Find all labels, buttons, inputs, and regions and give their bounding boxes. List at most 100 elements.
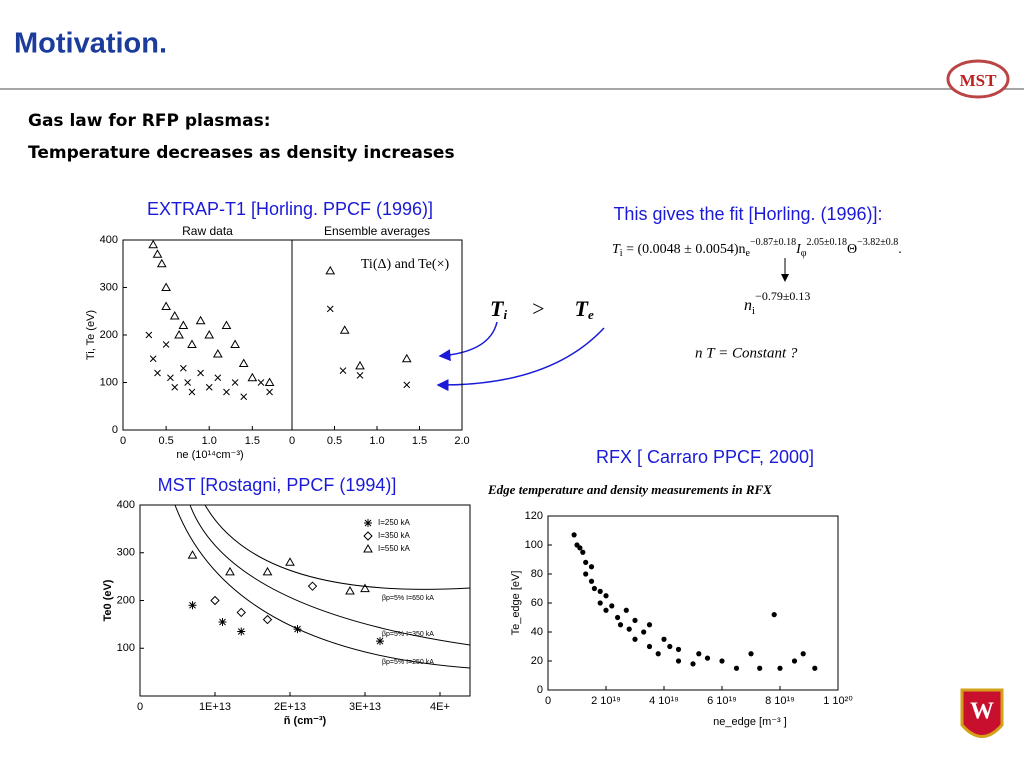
point: [690, 661, 696, 667]
point: [240, 393, 248, 401]
caption: MST [Rostagni, PPCF (1994)]: [158, 475, 397, 495]
point: [615, 614, 621, 621]
inequality: Ti > Te: [490, 296, 594, 322]
uw-crest: [960, 688, 1004, 738]
x-tick-label: 1.0: [369, 435, 384, 447]
point: [591, 585, 598, 592]
legend-marker: [363, 531, 373, 541]
y-tick-label: 20: [531, 655, 543, 667]
point: [777, 665, 783, 671]
point: [195, 315, 206, 325]
y-tick-label: 100: [117, 642, 135, 654]
point: [583, 571, 589, 577]
y-tick-label: 400: [117, 499, 135, 511]
x-tick-label: 1.5: [245, 435, 260, 447]
point: [401, 353, 412, 363]
y-tick-label: 40: [531, 626, 543, 638]
point: [152, 249, 163, 258]
legend-label: I=250 kA: [378, 518, 410, 527]
point: [148, 239, 159, 249]
point: [197, 369, 204, 377]
point: [771, 612, 777, 618]
point: [597, 600, 603, 606]
point: [675, 646, 682, 653]
fit-equation: Ti = (0.0048 ± 0.0054)ne−0.87±0.18Iφ2.05…: [612, 237, 902, 259]
point: [733, 665, 740, 671]
x-tick-label: 1.5: [412, 435, 427, 447]
point: [188, 601, 197, 610]
point: [641, 629, 647, 635]
point: [339, 325, 350, 334]
point: [326, 305, 334, 313]
mst-logo: [946, 59, 1010, 99]
y-tick-label: 0: [112, 424, 118, 436]
legend-marker: [363, 543, 373, 553]
point: [646, 622, 653, 628]
point: [632, 636, 638, 642]
point: [225, 566, 235, 576]
y-axis-label: Te_edge [eV]: [510, 571, 522, 636]
point: [169, 310, 180, 320]
point: [187, 550, 198, 559]
chart-title: Edge temperature and density measurement…: [487, 482, 772, 497]
model-curve: [189, 504, 471, 646]
point: [655, 651, 661, 657]
point: [571, 532, 577, 538]
y-tick-label: 200: [117, 594, 135, 606]
point: [646, 643, 653, 650]
point: [719, 658, 725, 664]
point: [675, 658, 682, 664]
ti-arrow: [438, 321, 498, 362]
point: [262, 566, 273, 576]
chart-title: Raw data: [182, 224, 233, 238]
point: [307, 581, 318, 591]
crest-text: W: [970, 699, 994, 725]
point: [167, 374, 174, 382]
point: [218, 617, 227, 626]
point: [661, 636, 667, 642]
point: [188, 388, 196, 396]
point: [626, 626, 632, 632]
x-axis-label: ne_edge [m⁻³ ]: [713, 716, 787, 728]
gas-law: n T = Constant ?: [695, 345, 798, 361]
te-arrow: [436, 327, 605, 392]
x-axis-label: ñ (cm⁻³): [284, 715, 327, 727]
x-tick-label: 2E+13: [274, 701, 306, 713]
point: [184, 379, 192, 386]
y-tick-label: 100: [100, 376, 118, 388]
x-tick-label: 4E+: [430, 701, 450, 713]
point: [603, 607, 609, 613]
point: [339, 367, 347, 374]
point: [262, 614, 273, 625]
legend-label: I=550 kA: [378, 544, 410, 553]
point: [800, 651, 806, 657]
point: [180, 364, 187, 372]
fit-arrowhead: [781, 274, 789, 282]
bullet: Temperature decreases as density increas…: [28, 143, 455, 163]
point: [212, 348, 223, 358]
x-tick-label: 1E+13: [199, 701, 231, 713]
y-tick-label: 120: [525, 510, 543, 522]
slide-title: Motivation.: [14, 28, 167, 60]
point: [617, 622, 624, 628]
point: [257, 379, 265, 386]
point: [293, 625, 302, 634]
point: [580, 549, 586, 555]
point: [230, 339, 240, 348]
point: [204, 329, 215, 339]
point: [667, 643, 673, 650]
point: [161, 301, 171, 310]
caption: This gives the fit [Horling. (1996)]:: [613, 204, 882, 224]
point: [812, 665, 818, 671]
point: [145, 331, 153, 339]
point: [161, 282, 171, 291]
x-tick-label: 0: [120, 435, 126, 447]
caption: EXTRAP-T1 [Horling. PPCF (1996)]: [147, 199, 433, 219]
curve-label: βp=5% I=650 kA: [382, 595, 434, 602]
point: [757, 665, 763, 671]
x-axis-label: ne (10¹⁴cm⁻³): [176, 449, 243, 461]
point: [285, 557, 295, 566]
annotation: Ti(Δ) and Te(×): [361, 257, 450, 272]
x-tick-label: 6 10¹⁹: [707, 695, 737, 707]
y-tick-label: 200: [100, 329, 118, 341]
